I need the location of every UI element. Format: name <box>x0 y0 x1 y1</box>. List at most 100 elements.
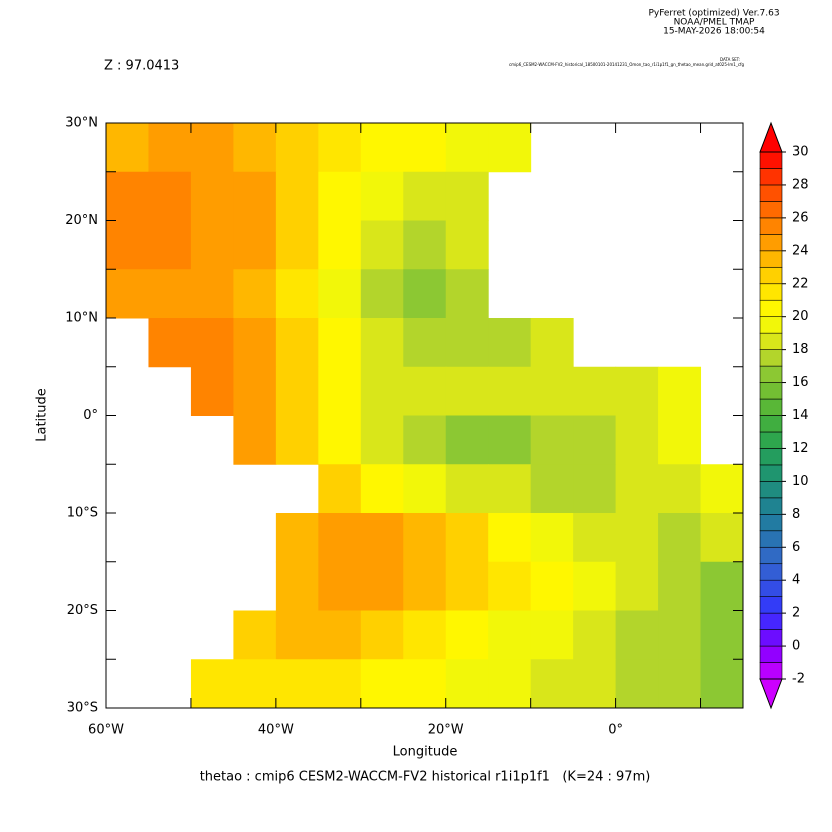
cell <box>275 366 319 416</box>
colorbar-band <box>759 168 783 186</box>
cell <box>700 659 744 709</box>
cell <box>318 366 362 416</box>
cell <box>318 464 362 514</box>
colorbar-tick-label: 4 <box>792 573 800 588</box>
cell <box>573 561 617 611</box>
cell <box>233 171 277 221</box>
cell <box>275 171 319 221</box>
colorbar-band <box>759 151 783 169</box>
header-line: PyFerret (optimized) Ver.7.63 <box>648 9 779 19</box>
colorbar-top <box>759 121 783 153</box>
cell <box>615 464 659 514</box>
cell <box>275 220 319 270</box>
cell <box>106 220 149 270</box>
cell <box>360 561 404 611</box>
cell <box>190 659 234 709</box>
cell <box>403 659 447 709</box>
cell <box>403 220 447 270</box>
y-tick-label: 10°N <box>65 311 98 326</box>
y-tick-label: 30°S <box>67 701 98 716</box>
cell <box>403 318 447 368</box>
cell <box>445 220 489 270</box>
cell <box>700 464 744 514</box>
cell <box>360 220 404 270</box>
colorbar-band <box>759 662 783 680</box>
colorbar-tick-label: 2 <box>792 606 800 621</box>
cell <box>360 366 404 416</box>
y-tick-label: 0° <box>83 408 98 423</box>
cell <box>445 610 489 660</box>
colorbar-tick-label: 8 <box>792 507 800 522</box>
colorbar-band <box>759 563 783 581</box>
cell <box>360 171 404 221</box>
cell <box>573 415 617 465</box>
cell <box>360 610 404 660</box>
cell <box>658 366 702 416</box>
colorbar-band <box>759 250 783 268</box>
colorbar-tick-label: -2 <box>792 672 805 687</box>
y-tick-label: 20°N <box>65 213 98 228</box>
cell <box>233 220 277 270</box>
cell <box>445 659 489 709</box>
cell <box>318 561 362 611</box>
colorbar-band <box>759 398 783 416</box>
cell <box>275 659 319 709</box>
colorbar-band <box>759 266 783 285</box>
cell <box>106 269 149 319</box>
cell <box>445 464 489 514</box>
cell <box>488 366 532 416</box>
cell <box>403 269 447 319</box>
colorbar-band <box>759 332 783 350</box>
cell <box>233 269 277 319</box>
cell <box>573 464 617 514</box>
cell <box>275 269 319 319</box>
colorbar-band <box>759 497 783 515</box>
colorbar-band <box>759 629 783 647</box>
cell <box>318 269 362 319</box>
cell <box>275 610 319 660</box>
cell <box>530 610 574 660</box>
colorbar-band <box>759 349 783 367</box>
cell <box>530 415 574 465</box>
cell <box>318 318 362 368</box>
cell <box>360 659 404 709</box>
dataset: cmip6_CESM2-WACCM-FV2_historical_1850010… <box>509 62 745 67</box>
cell <box>530 561 574 611</box>
cell <box>488 610 532 660</box>
colorbar-band <box>759 415 783 433</box>
cell <box>233 610 277 660</box>
cell <box>318 415 362 465</box>
colorbar-band <box>759 316 783 334</box>
cell <box>360 415 404 465</box>
colorbar-band <box>759 431 783 449</box>
cell <box>318 513 362 563</box>
cell <box>658 610 702 660</box>
cell <box>360 269 404 319</box>
colorbar-band <box>759 514 783 532</box>
colorbar-band <box>759 596 783 614</box>
cell <box>530 659 574 709</box>
colorbar-band <box>759 382 783 400</box>
colorbar-band <box>759 299 783 317</box>
colorbar-band <box>759 530 783 548</box>
cell <box>148 171 192 221</box>
cell <box>318 171 362 221</box>
colorbar-tick-label: 24 <box>792 243 809 258</box>
cell <box>615 610 659 660</box>
cell <box>403 171 447 221</box>
colorbar-band <box>759 612 783 630</box>
cell <box>700 513 744 563</box>
cell <box>360 318 404 368</box>
x-tick-label: 40°W <box>258 723 294 738</box>
colorbar-band <box>759 645 783 663</box>
cell <box>658 464 702 514</box>
y-tick-label: 10°S <box>67 506 98 521</box>
colorbar-band <box>759 464 783 482</box>
dataset-label: DATA SET: <box>720 57 740 62</box>
colorbar-tick-label: 6 <box>792 540 800 555</box>
cell <box>403 561 447 611</box>
colorbar-tick-label: 14 <box>792 408 809 423</box>
cell <box>233 659 277 709</box>
cell <box>615 659 659 709</box>
colorbar-tick-label: 0 <box>792 639 800 654</box>
